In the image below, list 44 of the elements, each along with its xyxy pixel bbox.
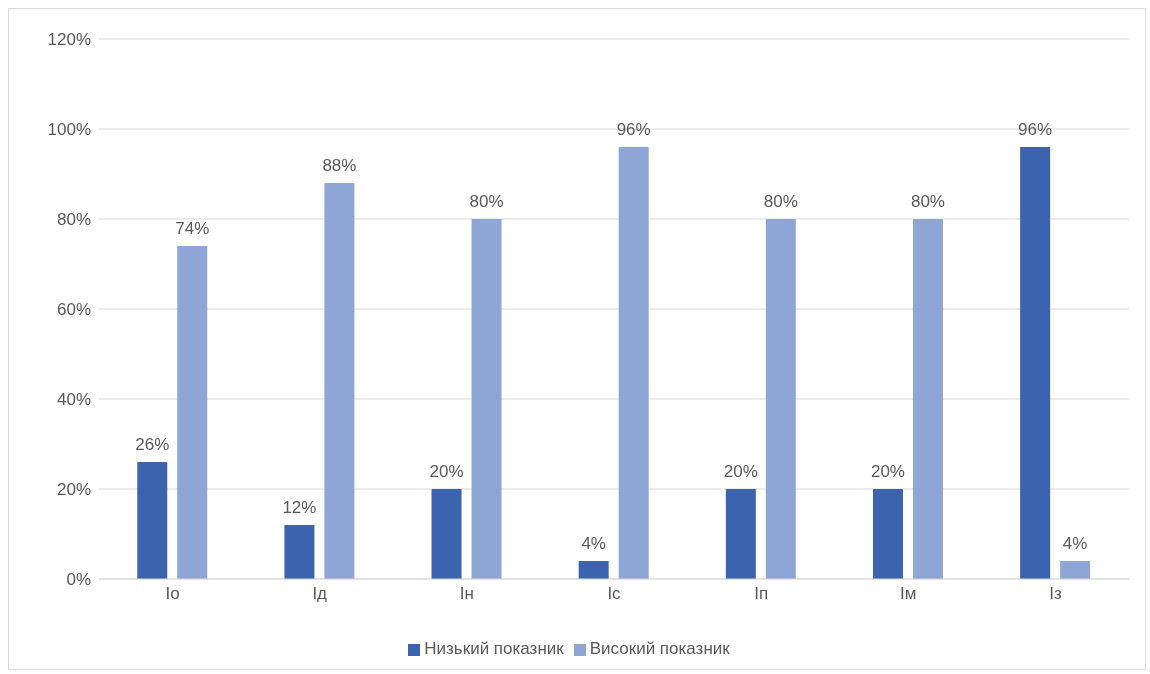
x-tick-label: Іс <box>607 584 622 604</box>
y-tick-label: 20% <box>56 480 91 500</box>
bar <box>578 561 609 579</box>
bar <box>1020 147 1051 579</box>
data-label: 96% <box>616 120 651 139</box>
bar <box>725 489 756 579</box>
x-tick-label: Ід <box>312 584 328 604</box>
bar <box>324 183 355 579</box>
x-tick-label: Із <box>1049 584 1062 604</box>
data-label: 4% <box>581 534 606 553</box>
x-tick-label: Іп <box>754 584 769 604</box>
y-tick-label: 40% <box>56 390 91 410</box>
bar <box>177 246 208 579</box>
data-label: 12% <box>282 498 317 517</box>
x-tick-label: Ім <box>900 584 917 604</box>
data-label: 80% <box>910 192 945 211</box>
y-tick-label: 120% <box>47 30 91 50</box>
y-tick-label: 60% <box>56 300 91 320</box>
x-tick-label: Іо <box>165 584 180 604</box>
data-label: 80% <box>763 192 798 211</box>
data-label: 20% <box>429 462 464 481</box>
x-tick-label: Ін <box>459 584 474 604</box>
data-label: 26% <box>135 435 170 454</box>
y-tick-label: 80% <box>56 210 91 230</box>
bar <box>471 219 502 579</box>
data-label: 20% <box>723 462 758 481</box>
bar <box>1060 561 1091 579</box>
bar <box>618 147 649 579</box>
data-label: 20% <box>870 462 905 481</box>
y-tick-label: 0% <box>66 570 91 590</box>
data-label: 80% <box>469 192 504 211</box>
bar <box>872 489 903 579</box>
legend-label: Низький показник <box>424 639 564 658</box>
bar <box>431 489 462 579</box>
data-label: 88% <box>322 156 357 175</box>
y-tick-label: 100% <box>47 120 91 140</box>
bar <box>912 219 943 579</box>
bar <box>284 525 315 579</box>
bar <box>765 219 796 579</box>
legend-label: Високий показник <box>589 639 730 658</box>
bar <box>137 462 168 579</box>
data-label: 4% <box>1062 534 1088 553</box>
data-label: 74% <box>175 219 210 238</box>
data-label: 96% <box>1018 120 1053 139</box>
